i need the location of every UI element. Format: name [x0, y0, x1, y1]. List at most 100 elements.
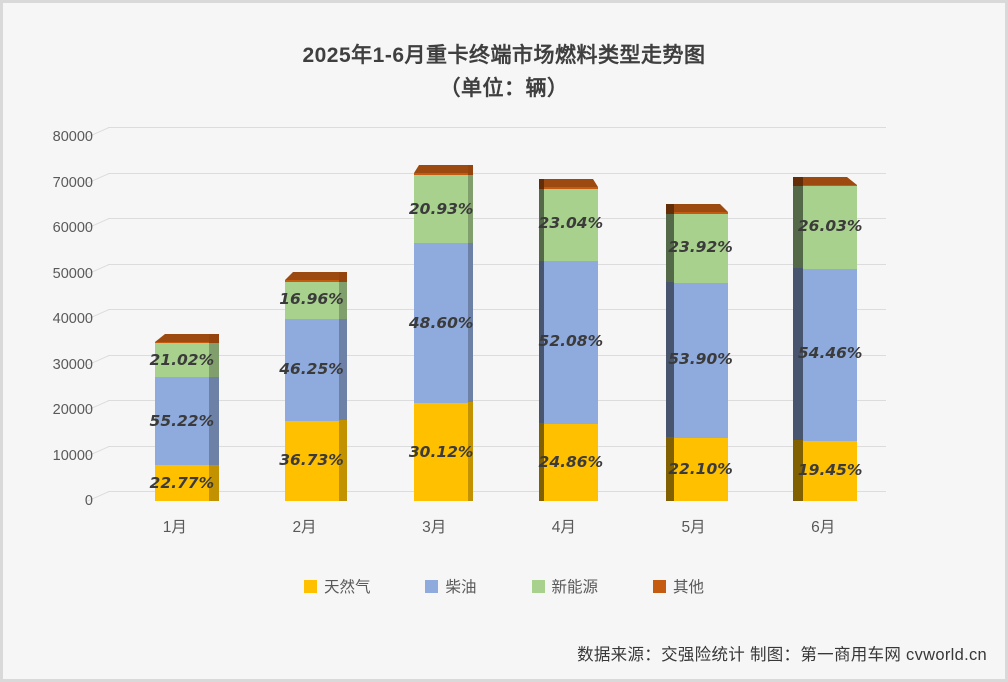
pct-label-new-energy: 23.04% [538, 214, 604, 233]
gridline [87, 354, 886, 366]
bar-side-segment-new-energy [208, 343, 219, 377]
bar-top-cap-other [665, 204, 728, 213]
x-axis-label-4月: 4月 [551, 519, 576, 536]
legend-swatch [531, 579, 545, 593]
y-axis-tick-label: 60000 [52, 220, 93, 236]
pct-label-diesel: 46.25% [279, 359, 344, 378]
bar-side-segment-other [665, 204, 674, 214]
bar-segment-diesel [673, 282, 728, 439]
bar-segment-new-energy [543, 188, 598, 261]
y-axis-tick-label: 20000 [52, 402, 93, 418]
pct-label-natural-gas: 22.77% [149, 473, 215, 492]
bar-segment-other [154, 341, 209, 344]
bar-segment-new-energy [803, 186, 858, 269]
bar-segment-other [673, 212, 728, 214]
x-axis-label-6月: 6月 [811, 519, 836, 536]
bar-side-segment-natural-gas [468, 402, 474, 501]
bar-side-face [538, 179, 544, 501]
bar-side-segment-natural-gas [793, 439, 804, 501]
gridline [87, 400, 886, 411]
pct-label-natural-gas: 30.12% [408, 442, 474, 461]
bar-side-segment-other [538, 179, 544, 189]
bar-top-cap-other [284, 272, 347, 281]
bar-segment-natural-gas [414, 402, 469, 501]
bar-segment-new-energy [284, 281, 339, 320]
bar-1月 [154, 341, 209, 501]
gridline [87, 491, 886, 502]
bar-side-segment-other [793, 176, 804, 187]
bar-side-segment-natural-gas [208, 464, 219, 501]
pct-label-new-energy: 26.03% [797, 217, 863, 236]
legend-swatch [653, 579, 667, 593]
x-axis-label-5月: 5月 [681, 519, 706, 536]
y-axis-tick-label: 10000 [52, 447, 93, 464]
bar-segment-natural-gas [803, 440, 858, 501]
source-credit: 数据来源：交强险统计 制图：第一商用车网 cvworld.cn [577, 646, 987, 664]
bar-side-segment-other [468, 165, 474, 175]
bar-segment-other [803, 184, 858, 187]
bar-6月 [803, 184, 858, 501]
bar-side-segment-diesel [665, 282, 674, 438]
plot-area: 0 10000 20000 30000 40000 50000 60000 70000 8000… [53, 127, 886, 547]
bar-4月 [543, 187, 598, 501]
bar-segment-other [414, 173, 469, 175]
legend-swatch [425, 579, 439, 593]
bar-segment-natural-gas [543, 424, 598, 501]
bar-side-segment-other [338, 272, 347, 282]
y-axis-tick-label: 70000 [52, 174, 93, 191]
legend-label: 柴油 [445, 579, 477, 596]
legend-swatch [303, 579, 317, 593]
bar-segment-diesel [414, 243, 469, 403]
pct-label-natural-gas: 24.86% [538, 452, 604, 471]
pct-label-diesel: 48.60% [408, 313, 474, 332]
bar-side-segment-new-energy [665, 213, 674, 283]
bar-side-segment-diesel [338, 318, 347, 421]
bar-segment-diesel [543, 260, 598, 425]
pct-label-natural-gas: 19.45% [797, 461, 863, 480]
bar-side-face [793, 176, 804, 501]
legend-item-柴油: 柴油 [425, 575, 477, 597]
bar-side-segment-natural-gas [338, 420, 347, 501]
gridline [87, 218, 886, 229]
gridline [87, 172, 886, 184]
bar-segment-diesel [803, 268, 858, 441]
x-axis-label-1月: 1月 [162, 519, 187, 536]
pct-label-diesel: 52.08% [538, 332, 604, 351]
bar-side-segment-natural-gas [665, 437, 674, 501]
legend-label: 天然气 [323, 579, 371, 596]
bar-side-segment-diesel [538, 260, 544, 424]
x-axis-label-2月: 2月 [292, 519, 317, 536]
bar-side-segment-new-energy [793, 186, 804, 269]
y-axis-tick-label: 50000 [52, 265, 93, 282]
gridline [87, 309, 886, 320]
bar-side-segment-new-energy [338, 281, 347, 319]
chart-subtitle: （单位：辆） [439, 77, 569, 100]
pct-label-diesel: 53.90% [668, 350, 733, 369]
chart-title: 2025年1-6月重卡终端市场燃料类型走势图 [302, 44, 706, 67]
pct-label-natural-gas: 36.73% [279, 451, 344, 470]
bar-side-segment-diesel [793, 268, 804, 440]
pct-label-natural-gas: 22.10% [668, 460, 733, 479]
bar-side-segment-diesel [468, 243, 474, 403]
legend-item-其他: 其他 [653, 575, 704, 597]
bar-side-segment-natural-gas [538, 423, 544, 501]
bar-top-cap-other [414, 165, 474, 174]
chart-title-block: 2025年1-6月重卡终端市场燃料类型走势图 （单位：辆） [3, 39, 1005, 105]
bar-3月 [414, 173, 469, 501]
bar-top-cap-other [538, 179, 598, 188]
bar-side-segment-new-energy [468, 174, 474, 244]
bar-side-segment-new-energy [538, 188, 544, 261]
y-axis-tick-label: 30000 [52, 356, 93, 373]
pct-label-diesel: 54.46% [797, 344, 863, 363]
bar-segment-new-energy [673, 213, 728, 283]
bar-segment-natural-gas [673, 438, 728, 501]
y-axis-tick-label: 40000 [52, 311, 93, 327]
bar-5月 [673, 212, 728, 501]
pct-label-new-energy: 16.96% [279, 290, 344, 309]
bar-segment-diesel [284, 319, 339, 422]
legend-label: 其他 [673, 579, 705, 596]
x-axis-label-3月: 3月 [422, 519, 447, 536]
pct-label-new-energy: 21.02% [149, 351, 215, 370]
legend-item-新能源: 新能源 [531, 575, 598, 597]
